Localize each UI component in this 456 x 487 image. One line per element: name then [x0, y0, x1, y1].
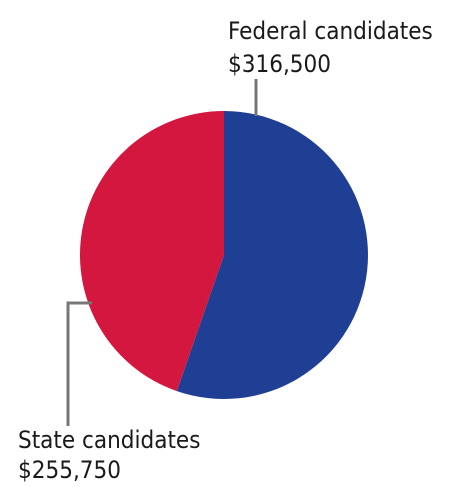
state-label: State candidates	[18, 426, 200, 454]
pie-slice-federal	[176, 111, 368, 399]
pie-slices	[79, 111, 368, 399]
federal-value: $316,500	[228, 50, 331, 78]
state-leader-line	[66, 301, 92, 426]
federal-label: Federal candidates	[228, 17, 433, 45]
state-value: $255,750	[18, 456, 121, 484]
pie-slice-state	[79, 111, 224, 392]
